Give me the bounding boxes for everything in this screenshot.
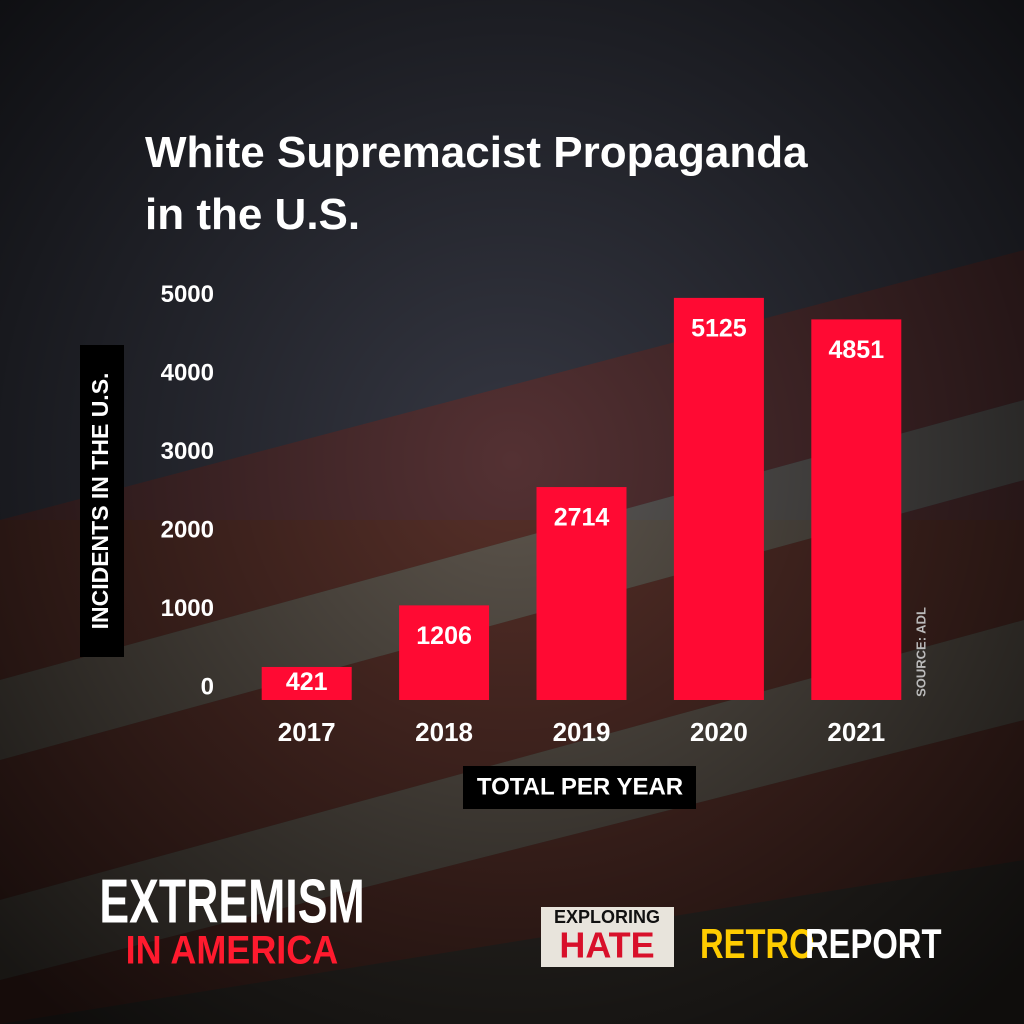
value-label: 2714: [554, 504, 610, 532]
partner-logo-box: [541, 907, 674, 967]
partner-logo-line2: HATE: [559, 925, 654, 966]
value-label: 1206: [416, 622, 472, 650]
org-logo-part2: REPORT: [805, 920, 941, 967]
x-label-box: [463, 766, 696, 809]
org-logo-part1: RETRO: [700, 920, 815, 967]
show-logo-line2: IN AMERICA: [126, 929, 339, 973]
x-axis-label: TOTAL PER YEAR: [477, 773, 683, 800]
y-tick-label: 4000: [161, 359, 214, 386]
bar: [673, 297, 764, 700]
y-axis-label: INCIDENTS IN THE U.S.: [87, 373, 113, 630]
chart-title: White Supremacist Propaganda in the U.S.: [145, 128, 808, 239]
bar: [399, 605, 490, 700]
x-tick-label: 2017: [278, 717, 336, 747]
x-tick-label: 2021: [827, 717, 885, 747]
bar: [811, 319, 902, 700]
y-tick-label: 5000: [161, 281, 214, 308]
partner-logo-line1: EXPLORING: [554, 907, 660, 927]
show-logo-line1: EXTREMISM: [99, 867, 364, 936]
value-label: 5125: [691, 314, 747, 342]
x-tick-label: 2019: [553, 717, 611, 747]
bar: [261, 666, 352, 700]
y-tick-label: 1000: [161, 595, 214, 622]
bar: [536, 487, 627, 700]
y-label-box: [80, 345, 124, 657]
y-tick-label: 2000: [161, 516, 214, 543]
value-label: 421: [286, 668, 328, 696]
source: SOURCE: ADL: [913, 607, 928, 697]
x-tick-label: 2018: [415, 717, 473, 747]
x-tick-label: 2020: [690, 717, 748, 747]
y-tick-label: 0: [201, 673, 214, 700]
value-label: 4851: [828, 336, 884, 364]
y-tick-label: 3000: [161, 438, 214, 465]
